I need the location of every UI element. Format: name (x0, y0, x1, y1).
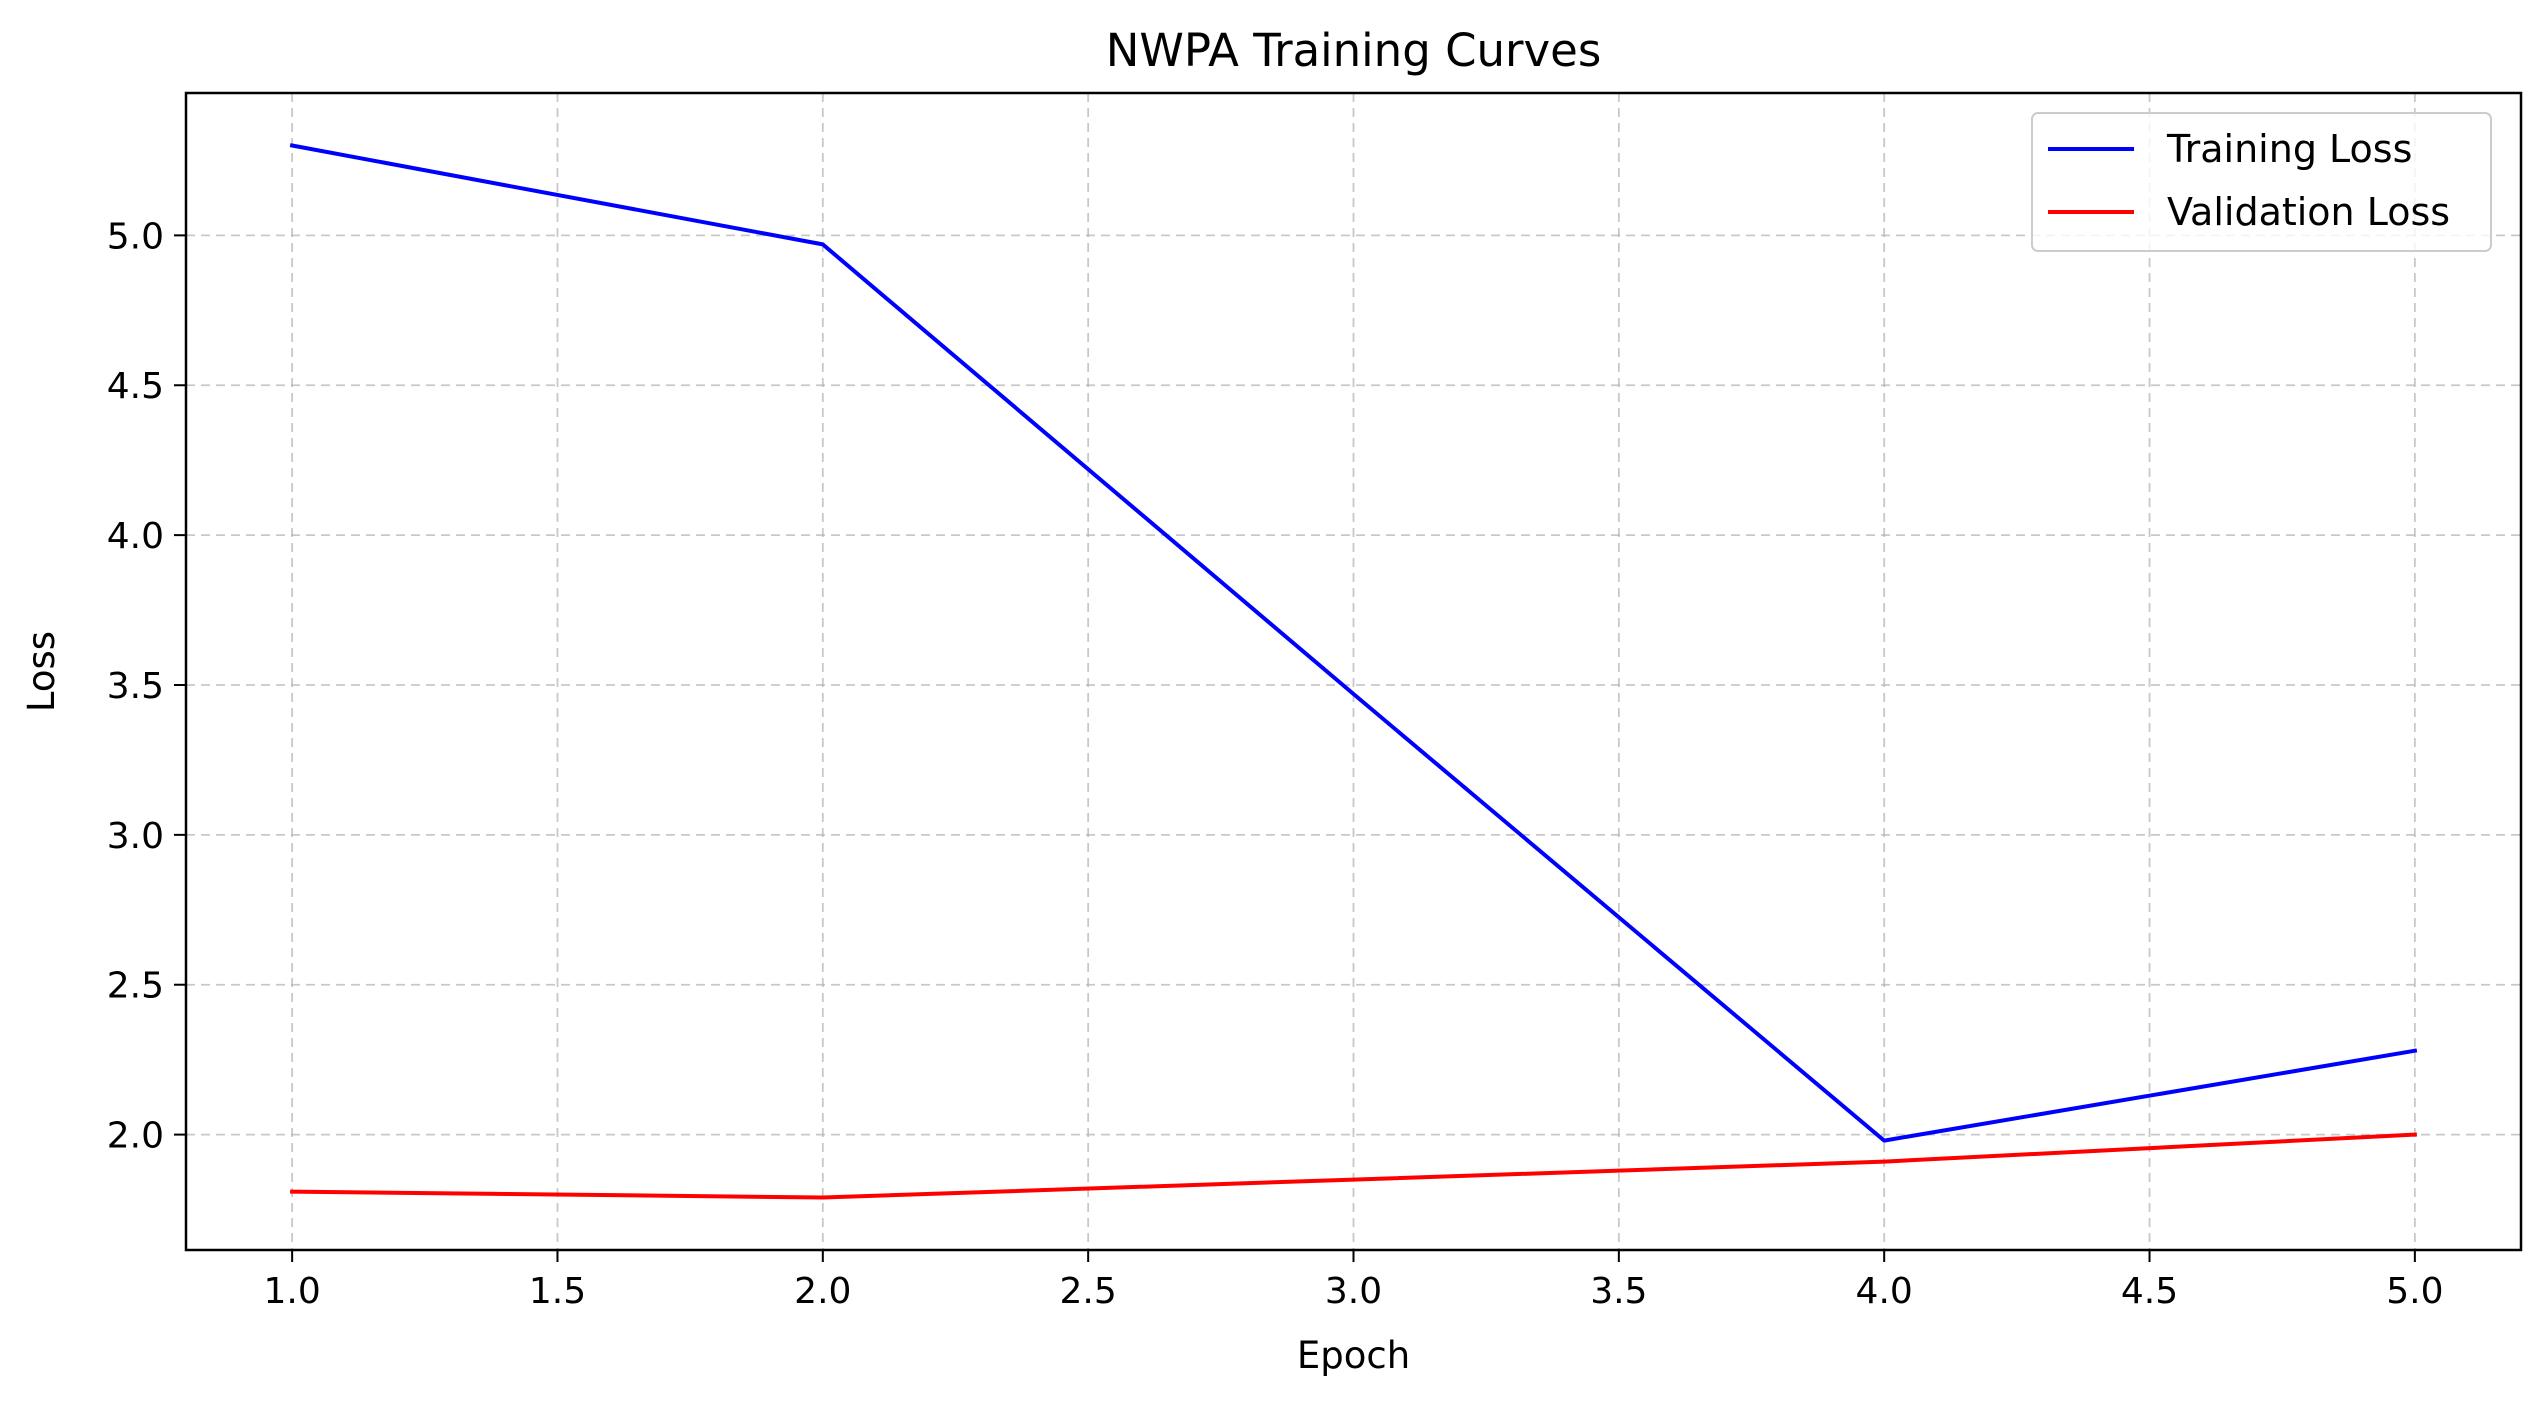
y-tick-label: 4.5 (107, 366, 164, 407)
x-tick-label: 1.0 (264, 1271, 321, 1312)
x-tick-label: 3.5 (1590, 1271, 1647, 1312)
y-axis-ticks: 2.0 2.5 3.0 3.5 4.0 4.5 5.0 (107, 216, 186, 1157)
series-line-validation-loss (290, 1132, 2417, 1200)
legend: Training Loss Validation Loss (2031, 112, 2492, 252)
series-lines (289, 143, 2418, 1200)
legend-label-training-loss: Training Loss (2166, 127, 2412, 171)
series-line-training-loss (289, 143, 2418, 1143)
x-tick-label: 3.0 (1325, 1271, 1382, 1312)
y-tick-label: 4.0 (107, 516, 164, 557)
x-tick-label: 4.0 (1856, 1271, 1913, 1312)
chart-title: NWPA Training Curves (1106, 24, 1602, 77)
x-axis-label: Epoch (1297, 1334, 1410, 1377)
legend-label-validation-loss: Validation Loss (2167, 190, 2450, 234)
x-tick-label: 2.5 (1060, 1271, 1117, 1312)
y-tick-label: 2.0 (107, 1116, 164, 1157)
y-tick-label: 2.5 (107, 966, 164, 1007)
y-tick-label: 3.5 (107, 666, 164, 707)
x-axis-ticks: 1.0 1.5 2.0 2.5 3.0 3.5 4.0 4.5 5.0 (264, 1250, 2443, 1312)
x-tick-label: 1.5 (529, 1271, 586, 1312)
x-tick-label: 2.0 (794, 1271, 851, 1312)
x-tick-label: 4.5 (2121, 1271, 2178, 1312)
grid (186, 93, 2521, 1250)
y-tick-label: 3.0 (107, 816, 164, 857)
legend-box (2031, 112, 2492, 252)
y-tick-label: 5.0 (107, 216, 164, 257)
x-tick-label: 5.0 (2386, 1271, 2443, 1312)
y-axis-label: Loss (20, 631, 63, 712)
